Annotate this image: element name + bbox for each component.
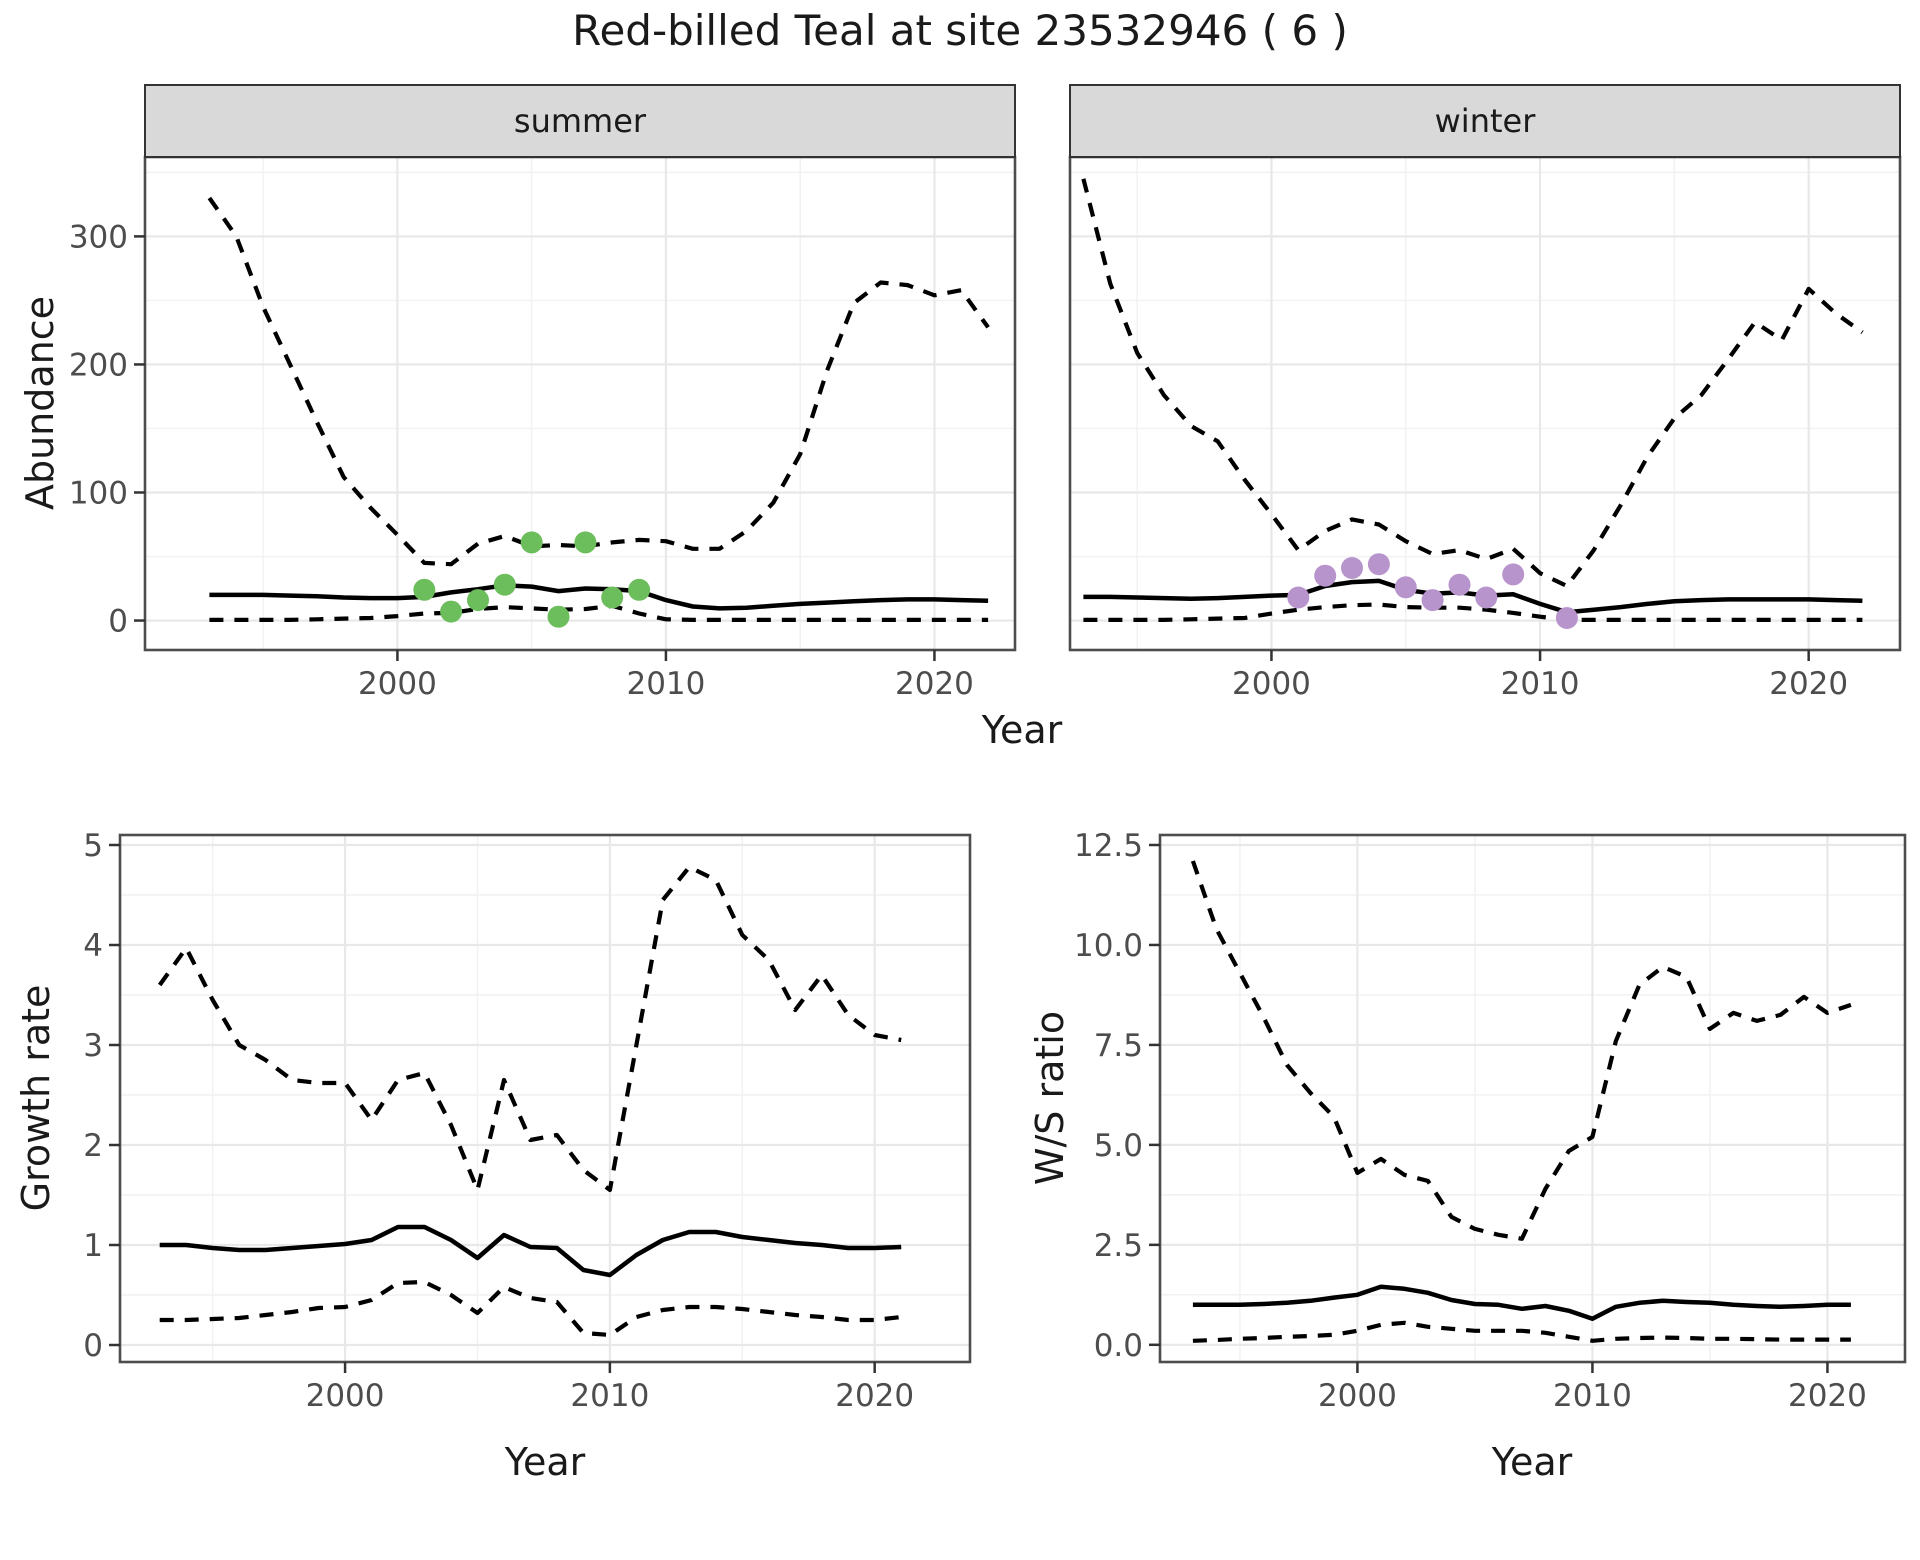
x-tick-label: 2000	[1232, 666, 1311, 702]
observation-point	[1287, 586, 1310, 609]
observations-winter	[1287, 553, 1578, 629]
observation-point	[520, 531, 543, 554]
y-axis-title-ws-ratio: W/S ratio	[1028, 1010, 1072, 1186]
observations-summer	[413, 531, 651, 628]
x-axis-title-year-growth: Year	[504, 1440, 586, 1484]
y-axis-title-abundance: Abundance	[18, 295, 62, 511]
chart-title: Red-billed Teal at site 23532946 ( 6 )	[572, 6, 1348, 55]
y-tick-label: 200	[69, 347, 128, 383]
x-tick-label: 2000	[306, 1378, 385, 1414]
grid-major	[1070, 157, 1900, 650]
panel-border	[118, 833, 972, 1364]
x-tick-label: 2020	[895, 666, 974, 702]
grid-minor	[1160, 835, 1905, 1362]
y-tick-label: 4	[83, 928, 103, 964]
series-lower_95ci	[209, 603, 989, 622]
series-median	[1192, 1284, 1851, 1322]
observation-point	[1367, 553, 1390, 576]
series-upper_95ci	[157, 864, 902, 1193]
panel-background	[120, 835, 970, 1362]
observation-point	[574, 531, 597, 554]
y-tick-label: 7.5	[1094, 1028, 1143, 1064]
grid-major	[1160, 835, 1905, 1362]
y-tick-label: 0.0	[1094, 1328, 1143, 1364]
axis-ticks: 2000 2010 2020 0 1 2 3 4 5	[83, 828, 914, 1414]
observation-point	[413, 578, 436, 601]
y-tick-label: 10.0	[1074, 928, 1143, 964]
y-tick-label: 12.5	[1074, 828, 1143, 864]
series-lower_95ci	[1192, 1320, 1851, 1343]
axis-ticks: 2000 2010 2020 0.0 2.5 5.0 7.5 10.0 12.5	[1074, 828, 1867, 1414]
x-tick-label: 2020	[1769, 666, 1848, 702]
panel-winter: 2000 2010 2020	[1068, 84, 1902, 702]
observation-point	[1448, 573, 1471, 596]
series-lower_95ci	[1083, 602, 1863, 622]
observation-point	[628, 578, 651, 601]
observation-point	[440, 600, 463, 623]
facet-label-winter: winter	[1434, 102, 1536, 140]
x-axis-title-year-ws: Year	[1491, 1440, 1573, 1484]
series-median	[1083, 578, 1863, 615]
series-group	[157, 864, 902, 1338]
panel-background	[145, 157, 1015, 650]
series-group	[207, 196, 990, 628]
y-tick-label: 1	[83, 1228, 103, 1264]
observation-point	[493, 573, 516, 596]
y-tick-label: 5.0	[1094, 1128, 1143, 1164]
x-tick-label: 2010	[1553, 1378, 1632, 1414]
y-tick-label: 0	[83, 1328, 103, 1364]
x-tick-label: 2010	[570, 1378, 649, 1414]
observation-point	[1421, 589, 1444, 612]
y-tick-label: 100	[69, 475, 128, 511]
facet-label-summer: summer	[513, 102, 647, 140]
series-median	[209, 583, 989, 611]
series-upper_95ci	[1081, 178, 1864, 589]
y-tick-label: 3	[83, 1028, 103, 1064]
y-tick-label: 0	[108, 604, 128, 640]
panel-background	[1070, 157, 1900, 650]
series-group	[1081, 178, 1864, 629]
axis-ticks: 2000 2010 2020 0 100 200 300	[69, 219, 974, 702]
axis-ticks: 2000 2010 2020	[1232, 650, 1848, 702]
observation-point	[1555, 607, 1578, 629]
grid-minor	[120, 835, 970, 1362]
x-axis-title-year-top: Year	[981, 708, 1063, 752]
x-tick-label: 2020	[1788, 1378, 1867, 1414]
series-group	[1190, 860, 1852, 1343]
panel-border	[1158, 833, 1907, 1364]
observation-point	[467, 589, 489, 612]
y-tick-label: 2	[83, 1128, 103, 1164]
series-median	[159, 1224, 902, 1278]
panel-ws_ratio: 2000 2010 2020 0.0 2.5 5.0 7.5 10.0 12.5	[1074, 828, 1907, 1414]
x-tick-label: 2000	[358, 666, 437, 702]
observation-point	[1502, 563, 1525, 586]
x-tick-label: 2000	[1318, 1378, 1397, 1414]
observation-point	[1314, 564, 1337, 587]
panel-growth_rate: 2000 2010 2020 0 1 2 3 4 5	[83, 828, 972, 1414]
facet-strip-winter	[1069, 84, 1901, 158]
series-upper_95ci	[207, 196, 990, 567]
x-tick-label: 2010	[626, 666, 705, 702]
x-tick-label: 2010	[1501, 666, 1580, 702]
y-tick-label: 5	[83, 828, 103, 864]
grid-minor	[145, 157, 1015, 650]
y-tick-label: 2.5	[1094, 1228, 1143, 1264]
panel-background	[1160, 835, 1905, 1362]
y-axis-title-growth-rate: Growth rate	[14, 984, 58, 1212]
observation-point	[1394, 576, 1417, 599]
observation-point	[547, 605, 570, 628]
observation-point	[1341, 557, 1363, 579]
x-tick-label: 2020	[835, 1378, 914, 1414]
series-upper_95ci	[1190, 860, 1852, 1241]
observation-point	[1475, 586, 1498, 609]
facet-strip-summer	[144, 84, 1016, 158]
panel-summer: 2000 2010 2020 0 100 200 300	[69, 84, 1017, 702]
observation-point	[601, 586, 624, 609]
y-tick-label: 300	[69, 219, 128, 255]
grid-minor	[1070, 157, 1900, 650]
